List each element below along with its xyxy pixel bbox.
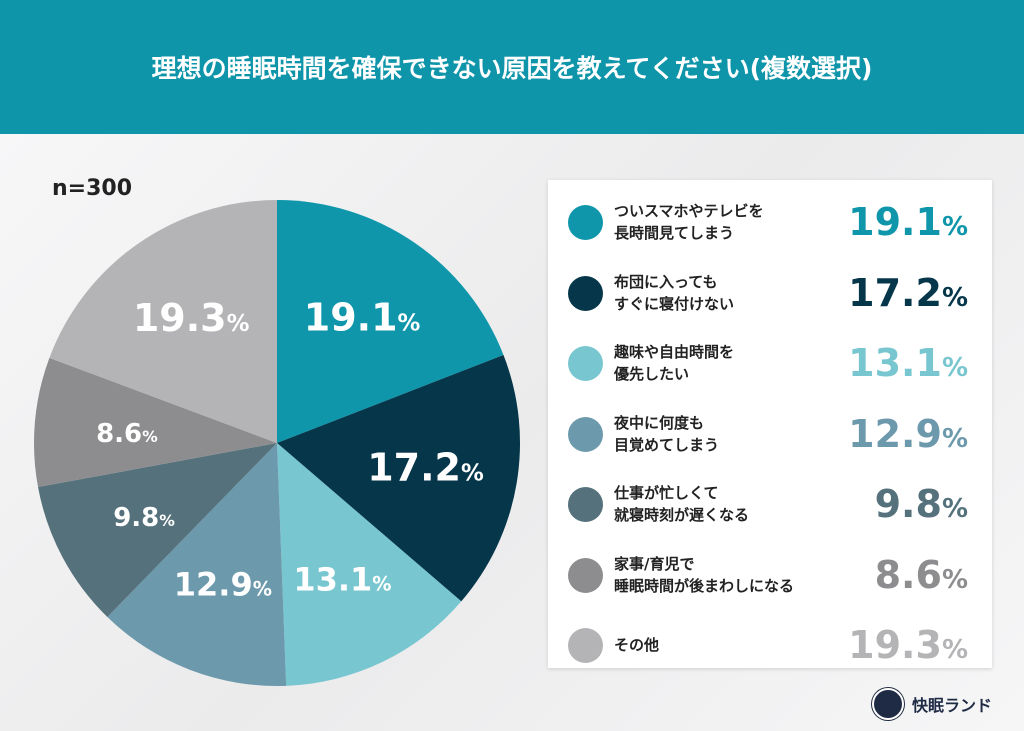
legend-label: その他 bbox=[614, 636, 660, 654]
pie-slice bbox=[277, 443, 462, 686]
legend-item: ついスマホやテレビを 長時間見てしまう 19.1% bbox=[548, 198, 992, 248]
legend-color-icon bbox=[568, 346, 603, 381]
chart-title: 理想の睡眠時間を確保できない原因を教えてください(複数選択) bbox=[0, 0, 1024, 134]
legend-color-icon bbox=[568, 275, 603, 311]
pie-slice bbox=[49, 200, 277, 443]
legend-item: その他 19.3% bbox=[548, 621, 992, 671]
legend-color-icon bbox=[568, 628, 603, 663]
legend-color-icon bbox=[568, 205, 603, 240]
legend-color-icon bbox=[568, 487, 603, 522]
pie-slice bbox=[38, 443, 278, 617]
legend-label: 布団に入っても すぐに寝付けない bbox=[614, 272, 735, 313]
legend-value: 8.6% bbox=[874, 552, 968, 597]
legend-value: 13.1% bbox=[848, 341, 968, 385]
slice-label: 19.1% bbox=[304, 296, 421, 340]
sample-size: n=300 bbox=[52, 176, 133, 201]
slice-label: 17.2% bbox=[367, 445, 484, 489]
legend-item: 夜中に何度も 目覚めてしまう 12.9% bbox=[548, 410, 992, 460]
pie-slice bbox=[107, 443, 287, 686]
legend-label: 夜中に何度も 目覚めてしまう bbox=[614, 413, 720, 454]
brand-logo: 快眠ランド bbox=[872, 688, 992, 720]
legend-item: 仕事が忙しくて 就寝時刻が遅くなる 9.8% bbox=[548, 480, 992, 530]
legend-value: 9.8% bbox=[874, 482, 968, 526]
legend-color-icon bbox=[568, 416, 603, 452]
pie-slice bbox=[33, 357, 277, 488]
pie-slice bbox=[277, 200, 504, 443]
legend-label: ついスマホやテレビを 長時間見てしまう bbox=[614, 202, 764, 242]
brand-name: 快眠ランド bbox=[912, 696, 993, 715]
pie-slice bbox=[277, 354, 520, 602]
legend-color-icon bbox=[568, 557, 603, 593]
legend-item: 趣味や自由時間を 優先したい 13.1% bbox=[548, 339, 992, 389]
legend-item: 家事/育児で 睡眠時間が後まわしになる 8.6% bbox=[548, 551, 992, 601]
legend-value: 17.2% bbox=[848, 270, 968, 315]
legend: ついスマホやテレビを 長時間見てしまう 19.1% 布団に入っても すぐに寝付けない… bbox=[548, 180, 992, 668]
legend-value: 12.9% bbox=[848, 411, 968, 456]
brand-logo-icon bbox=[872, 688, 904, 720]
legend-label: 趣味や自由時間を 優先したい bbox=[614, 343, 735, 383]
legend-label: 家事/育児で 睡眠時間が後まわしになる bbox=[614, 554, 795, 595]
legend-label: 仕事が忙しくて 就寝時刻が遅くなる bbox=[614, 484, 750, 524]
legend-value: 19.1% bbox=[848, 200, 968, 244]
legend-item: 布団に入っても すぐに寝付けない 17.2% bbox=[548, 269, 992, 319]
legend-value: 19.3% bbox=[848, 623, 968, 667]
